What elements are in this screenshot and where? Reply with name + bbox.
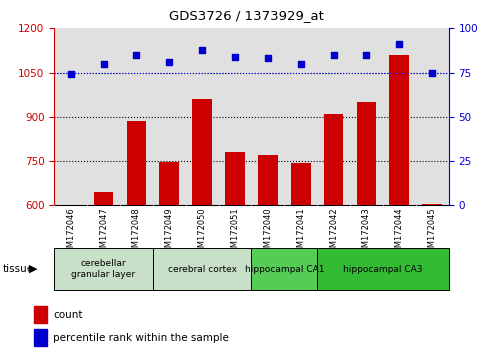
Text: hippocampal CA1: hippocampal CA1 — [245, 264, 324, 274]
Text: GSM172046: GSM172046 — [66, 207, 75, 258]
Point — [330, 52, 338, 58]
Text: GSM172048: GSM172048 — [132, 207, 141, 258]
Text: percentile rank within the sample: percentile rank within the sample — [54, 332, 229, 343]
Bar — [225, 152, 245, 205]
Bar — [159, 162, 179, 205]
Point — [198, 47, 206, 52]
Text: GSM172042: GSM172042 — [329, 207, 338, 258]
Point — [100, 61, 107, 67]
Bar — [34, 329, 47, 347]
Text: GSM172049: GSM172049 — [165, 207, 174, 258]
Text: GSM172040: GSM172040 — [263, 207, 272, 258]
Text: tissue: tissue — [2, 264, 34, 274]
Bar — [94, 192, 113, 205]
Text: GSM172050: GSM172050 — [198, 207, 207, 258]
Point — [165, 59, 173, 65]
Bar — [192, 99, 212, 205]
Bar — [324, 114, 344, 205]
Point — [67, 72, 74, 77]
Text: count: count — [54, 310, 83, 320]
Text: cerebral cortex: cerebral cortex — [168, 264, 237, 274]
Bar — [153, 248, 251, 290]
Text: GSM172043: GSM172043 — [362, 207, 371, 258]
Text: GSM172047: GSM172047 — [99, 207, 108, 258]
Bar — [423, 204, 442, 205]
Text: hippocampal CA3: hippocampal CA3 — [343, 264, 423, 274]
Bar — [356, 102, 376, 205]
Point — [395, 41, 403, 47]
Text: GSM172041: GSM172041 — [296, 207, 305, 258]
Point — [428, 70, 436, 75]
Point — [362, 52, 370, 58]
Bar — [251, 248, 317, 290]
Point — [231, 54, 239, 59]
Bar — [389, 55, 409, 205]
Point — [133, 52, 141, 58]
Text: GSM172045: GSM172045 — [428, 207, 437, 258]
Text: ▶: ▶ — [29, 264, 37, 274]
Bar — [317, 248, 449, 290]
Text: GSM172051: GSM172051 — [231, 207, 240, 258]
Text: GSM172044: GSM172044 — [395, 207, 404, 258]
Bar — [127, 121, 146, 205]
Text: cerebellar
granular layer: cerebellar granular layer — [71, 259, 136, 279]
Bar — [54, 248, 153, 290]
Point — [264, 56, 272, 61]
Text: GDS3726 / 1373929_at: GDS3726 / 1373929_at — [169, 9, 324, 22]
Bar — [34, 306, 47, 323]
Bar — [291, 164, 311, 205]
Bar — [258, 155, 278, 205]
Point — [297, 61, 305, 67]
